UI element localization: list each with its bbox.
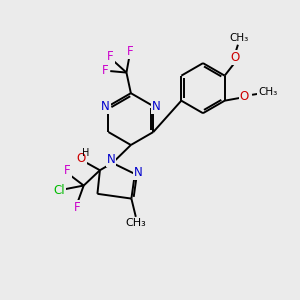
Text: CH₃: CH₃ (125, 218, 146, 228)
Text: H: H (82, 148, 89, 158)
Text: F: F (74, 201, 80, 214)
Text: O: O (240, 90, 249, 103)
Text: CH₃: CH₃ (230, 33, 249, 43)
Text: F: F (102, 64, 109, 77)
Text: Cl: Cl (54, 184, 65, 197)
Text: F: F (107, 50, 114, 63)
Text: O: O (230, 51, 240, 64)
Text: N: N (134, 166, 143, 179)
Text: O: O (77, 152, 86, 165)
Text: CH₃: CH₃ (259, 87, 278, 98)
Text: F: F (127, 45, 134, 58)
Text: N: N (101, 100, 110, 112)
Text: F: F (64, 164, 70, 177)
Text: N: N (106, 153, 116, 166)
Text: N: N (152, 100, 161, 112)
